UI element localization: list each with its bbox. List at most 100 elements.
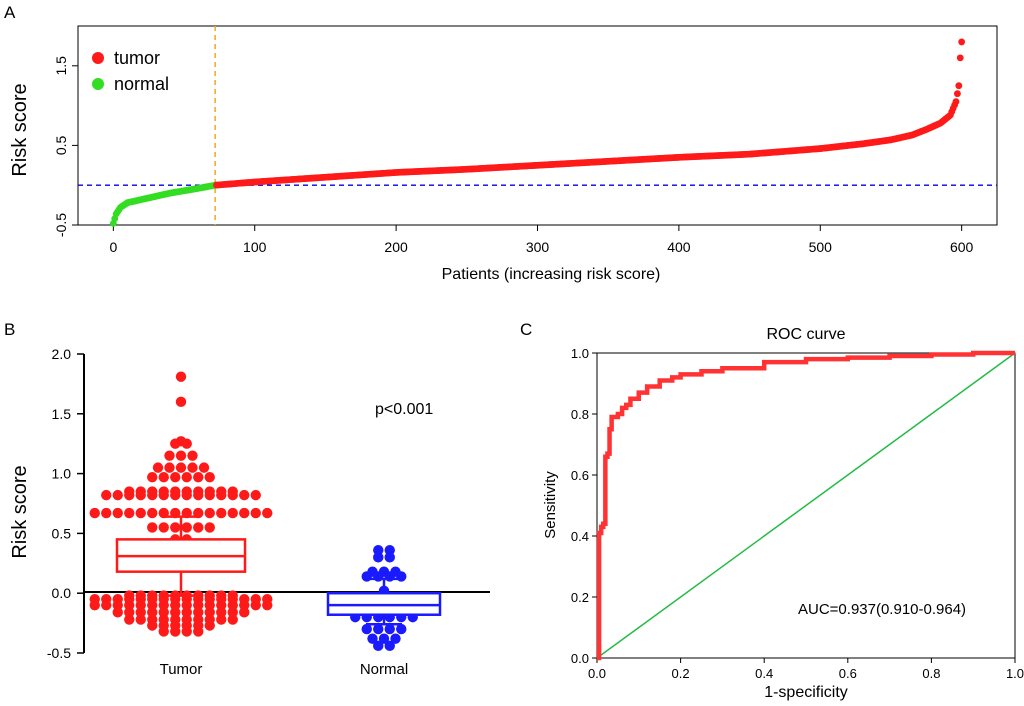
tumor-dot — [147, 507, 158, 519]
tumor-dot — [204, 471, 215, 483]
tumor-dot — [204, 489, 215, 501]
tumor-dot — [204, 607, 215, 618]
normal-dot — [384, 544, 395, 556]
panel-c-auc: AUC=0.937(0.910-0.964) — [798, 601, 966, 618]
panel-a-xtick-label: 300 — [526, 239, 550, 255]
tumor-point — [955, 82, 963, 90]
tumor-dot — [158, 489, 169, 501]
tumor-dot — [175, 462, 187, 473]
normal-dot — [390, 633, 401, 644]
panel-b-ytick-label: 0.5 — [52, 525, 72, 541]
legend: tumor normal — [92, 48, 169, 94]
panel-c-ylabel: Sensitivity — [542, 471, 559, 539]
tumor-dot — [181, 438, 192, 449]
tumor-dot — [193, 522, 204, 533]
tumor-dot — [204, 599, 215, 611]
normal-dot — [384, 640, 395, 652]
tumor-dot — [250, 599, 261, 611]
tumor-dot — [193, 607, 204, 618]
panel-a-ytick-label: 1.5 — [53, 56, 69, 76]
tumor-dot — [135, 507, 146, 519]
legend-tumor-marker — [92, 52, 104, 64]
tumor-dot — [227, 599, 238, 611]
tumor-dot — [147, 471, 158, 483]
tumor-dot — [164, 450, 175, 461]
tumor-dot — [262, 599, 273, 611]
normal-dot — [373, 623, 384, 635]
tumor-dot — [187, 450, 198, 461]
tumor-dot — [112, 607, 123, 618]
panel-b-ytick-label: -0.5 — [47, 645, 71, 661]
panel-a-ytick-label: 0.5 — [53, 135, 69, 155]
panel-label-a: A — [4, 3, 16, 22]
tumor-dot — [250, 507, 261, 519]
tumor-dot — [135, 614, 146, 625]
tumor-dot — [147, 522, 158, 533]
tumor-dot — [181, 607, 192, 618]
tumor-dot — [175, 371, 187, 382]
panel-c-xtick-label: 0.2 — [672, 666, 690, 681]
tumor-dot — [124, 489, 135, 501]
panel-c-xtick-label: 1.0 — [1006, 666, 1024, 681]
tumor-dot — [152, 462, 164, 473]
tumor-dot — [227, 489, 238, 501]
panel-c-title: ROC curve — [766, 326, 845, 343]
tumor-point — [952, 98, 960, 106]
tumor-dot — [239, 607, 250, 618]
normal-dot — [384, 623, 395, 635]
panel-label-c: C — [520, 320, 532, 339]
panel-a-risk-curve: 0 100 200 300 400 500 600 -0.5 0.5 1.5 Patients (… — [9, 25, 998, 283]
panel-c-xtick-label: 0.0 — [588, 666, 606, 681]
normal-dot — [373, 640, 384, 652]
panel-c-xtick-label: 0.8 — [922, 666, 940, 681]
legend-normal-label: normal — [114, 74, 169, 94]
panel-c-xtick-label: 0.6 — [839, 666, 857, 681]
tumor-dot — [124, 607, 135, 618]
tumor-dot — [216, 614, 227, 625]
panel-c-xtick-label: 0.4 — [755, 666, 773, 681]
tumor-dot — [170, 626, 181, 637]
normal-dot — [384, 552, 395, 563]
normal-dot — [367, 633, 378, 644]
panel-b-ytick-label: 0.0 — [52, 585, 72, 601]
tumor-dot — [135, 599, 146, 611]
tumor-dot — [193, 489, 204, 501]
panel-b-category-normal: Normal — [360, 661, 408, 678]
panel-a-xtick-label: 600 — [950, 239, 974, 255]
panel-a-xtick-label: 0 — [109, 239, 117, 255]
normal-dot — [361, 623, 372, 635]
tumor-dot — [216, 507, 227, 519]
tumor-dot — [170, 599, 181, 611]
tumor-dot — [112, 489, 123, 501]
tumor-dot — [204, 507, 215, 519]
panel-a-ylabel: Risk score — [9, 83, 31, 176]
tumor-dot — [101, 489, 112, 501]
panel-b-ytick-label: 1.0 — [52, 466, 72, 482]
tumor-dot — [112, 507, 123, 519]
panel-b-category-tumor: Tumor — [160, 661, 203, 678]
tumor-dot — [101, 599, 112, 611]
tumor-dot — [124, 614, 135, 625]
tumor-dot — [158, 599, 169, 611]
tumor-dot — [239, 507, 250, 519]
panel-c-xlabel: 1-specificity — [764, 684, 848, 701]
panel-a-xtick-label: 100 — [243, 239, 267, 255]
panel-a-ytick-label: -0.5 — [53, 213, 69, 237]
tumor-dot — [181, 489, 192, 501]
normal-dot — [378, 633, 390, 644]
tumor-dot — [239, 599, 250, 611]
tumor-dot — [147, 620, 158, 631]
tumor-dot — [198, 462, 210, 473]
panel-a-xlabel: Patients (increasing risk score) — [442, 266, 661, 283]
tumor-point — [954, 90, 961, 98]
panel-c-ytick-label: 0.6 — [571, 468, 589, 483]
tumor-dot — [89, 507, 100, 519]
panel-b-ytick-label: 1.5 — [52, 406, 72, 422]
panel-c-ytick-label: 0.2 — [571, 590, 589, 605]
roc-curve — [596, 350, 1015, 661]
panel-b-ylabel: Risk score — [9, 465, 31, 558]
tumor-dot — [147, 607, 158, 618]
tumor-dot — [227, 607, 238, 618]
tumor-dot — [204, 522, 215, 533]
